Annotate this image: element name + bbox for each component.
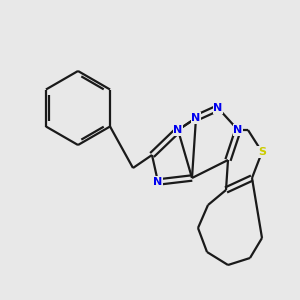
Text: S: S bbox=[258, 147, 266, 157]
Text: S: S bbox=[258, 147, 266, 157]
Text: N: N bbox=[153, 177, 163, 187]
Text: N: N bbox=[213, 103, 223, 113]
Text: N: N bbox=[173, 125, 183, 135]
Text: N: N bbox=[191, 113, 201, 123]
Text: N: N bbox=[233, 125, 243, 135]
